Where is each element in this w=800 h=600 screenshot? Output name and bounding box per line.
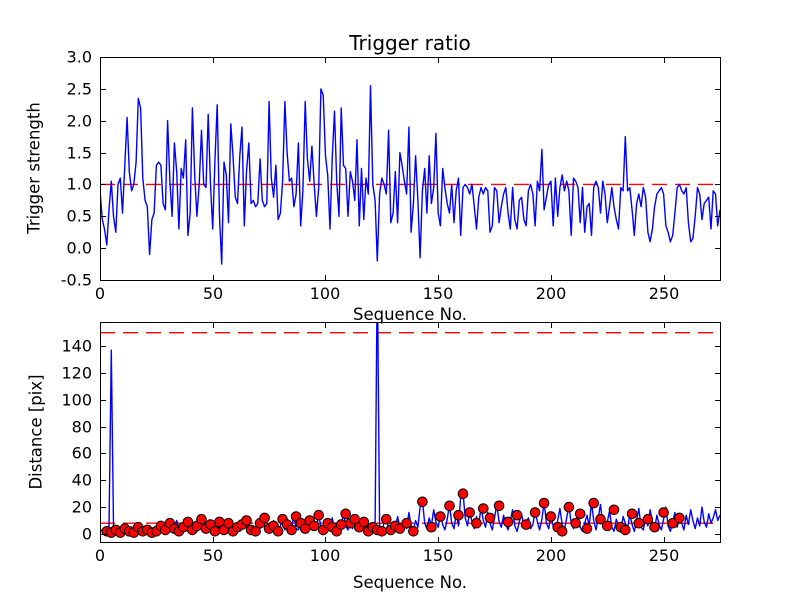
matched-distance-point <box>335 519 347 530</box>
matched-distance-point <box>588 497 600 509</box>
axes-frame <box>99 56 722 282</box>
axes-top: 0 50 100 150 200 250 -0.5 0.0 0.5 1.0 1.5 2.0 2.5 3.0 <box>61 48 722 303</box>
matched-distance-point <box>340 508 352 520</box>
y-tick-label: 100 <box>61 391 92 410</box>
y-tick-label: 20 <box>72 498 92 517</box>
matched-distance-point <box>464 507 476 518</box>
matched-distance-point <box>453 509 464 521</box>
matched-distance-point <box>545 511 557 522</box>
axes-bottom: 0 50 100 150 200 250 0 20 40 60 80 100 120 140 <box>61 321 722 565</box>
y-tick-label: 3.0 <box>67 48 92 67</box>
x-tick-label: 100 <box>310 284 341 303</box>
y-tick-label: 2.0 <box>67 112 92 131</box>
matched-distance-point <box>308 520 320 532</box>
matched-distance-point <box>223 517 234 529</box>
matched-distance-point <box>435 511 446 522</box>
axes-frame <box>99 321 722 544</box>
matched-distance-point <box>401 517 412 529</box>
x-tick-label: 50 <box>203 284 223 303</box>
matched-distance-point <box>250 526 261 537</box>
x-tick-label: 0 <box>95 546 105 565</box>
matched-distance-point <box>620 524 631 536</box>
matched-distance-point <box>478 503 489 514</box>
matched-distance-point <box>196 513 207 525</box>
y-tick-label: -0.5 <box>61 271 92 290</box>
matched-distance-point <box>484 512 496 524</box>
y-tick-label: 0.0 <box>67 239 92 258</box>
matched-distance-point <box>471 517 482 529</box>
matched-distance-point <box>241 515 252 526</box>
matched-distance-point <box>376 526 388 537</box>
matched-distance-point <box>209 526 221 537</box>
x-tick-label: 50 <box>203 546 223 565</box>
y-tick-label: 2.5 <box>67 80 92 99</box>
top-x-axis-label: Sequence No. <box>352 305 468 324</box>
matched-distance-point <box>529 507 541 518</box>
matched-distance-point <box>581 523 593 534</box>
x-tick-label: 150 <box>423 546 454 565</box>
distance-line <box>100 322 720 534</box>
matched-distance-point <box>642 513 654 525</box>
matched-distance-point <box>633 517 645 529</box>
y-tick-label: 0 <box>82 525 92 544</box>
matched-distance-point <box>595 513 606 525</box>
chart-title: Trigger ratio <box>349 31 471 55</box>
x-tick-label: 150 <box>423 284 454 303</box>
matched-distance-point <box>444 500 455 512</box>
matched-distance-point <box>502 516 514 528</box>
matched-distance-point <box>563 501 575 513</box>
matched-distance-point <box>511 509 523 521</box>
matched-distance-point <box>417 496 428 508</box>
matched-distance-point <box>574 508 586 520</box>
y-tick-label: 140 <box>61 337 92 356</box>
matched-distance-point <box>538 497 550 509</box>
y-tick-label: 80 <box>72 418 92 437</box>
matched-distance-point <box>674 512 685 524</box>
bottom-x-axis-label: Sequence No. <box>352 573 468 592</box>
matched-distance-point <box>272 526 284 537</box>
matched-distance-point <box>602 520 613 532</box>
matched-distance-point <box>649 521 660 533</box>
matched-distance-point <box>381 513 392 525</box>
matched-distance-point <box>570 517 582 529</box>
x-tick-label: 200 <box>536 284 567 303</box>
matched-distance-point <box>493 500 505 512</box>
matched-distance-point <box>658 507 669 518</box>
y-tick-label: 1.5 <box>67 144 92 163</box>
y-tick-label: 1.0 <box>67 175 92 194</box>
y-tick-label: 0.5 <box>67 207 92 226</box>
matched-distance-point <box>313 509 325 521</box>
matched-distance-point <box>556 526 568 537</box>
matched-distance-point <box>626 508 638 520</box>
matched-distance-point <box>358 516 370 528</box>
matched-distance-point <box>608 504 620 516</box>
y-tick-label: 40 <box>72 471 92 490</box>
trigger-strength-line <box>100 84 720 265</box>
x-tick-label: 250 <box>649 284 680 303</box>
matched-distance-point <box>457 488 469 500</box>
matched-distance-point <box>182 516 194 528</box>
matched-distance-point <box>520 519 532 530</box>
x-tick-label: 200 <box>536 546 567 565</box>
matched-distance-point <box>259 512 270 524</box>
y-tick-label: 120 <box>61 364 92 383</box>
matched-distance-point <box>286 524 297 536</box>
x-tick-label: 250 <box>649 546 680 565</box>
x-tick-label: 0 <box>95 284 105 303</box>
matched-distance-point <box>408 526 419 537</box>
x-tick-label: 100 <box>310 546 341 565</box>
matched-distance-point <box>426 521 437 533</box>
y-tick-label: 60 <box>72 444 92 463</box>
